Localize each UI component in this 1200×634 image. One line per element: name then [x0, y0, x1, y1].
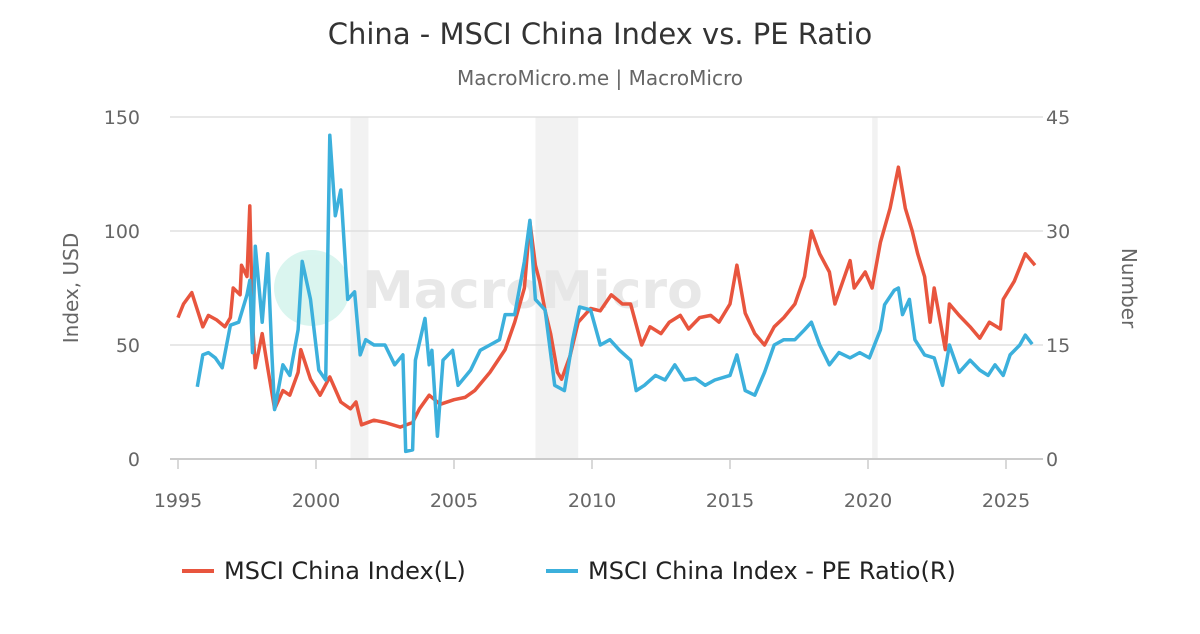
legend-label-pe: MSCI China Index - PE Ratio(R) [588, 557, 956, 585]
legend: MSCI China Index(L) MSCI China Index - P… [182, 557, 956, 585]
y-right-tick-label: 15 [1046, 335, 1070, 357]
chart-subtitle: MacroMicro.me | MacroMicro [457, 66, 743, 90]
axis-ticks: 0 50 100 150 0 15 30 45 1995 2000 2005 2010 2015 2020… [104, 107, 1070, 512]
y-left-tick-label: 150 [104, 107, 140, 129]
y-right-tick-label: 0 [1046, 449, 1058, 471]
x-tick-label: 2025 [982, 490, 1030, 512]
y-right-tick-label: 45 [1046, 107, 1070, 129]
y-left-tick-label: 50 [116, 335, 140, 357]
x-tick-label: 2000 [292, 490, 340, 512]
legend-item-index[interactable]: MSCI China Index(L) [182, 557, 466, 585]
recession-band [350, 117, 369, 459]
series-lines [176, 133, 1037, 454]
legend-item-pe[interactable]: MSCI China Index - PE Ratio(R) [546, 557, 956, 585]
x-tick-label: 2010 [568, 490, 616, 512]
x-tick-label: 1995 [154, 490, 202, 512]
y-left-tick-label: 0 [128, 449, 140, 471]
series-line-pe [195, 133, 1034, 454]
y-right-tick-label: 30 [1046, 221, 1070, 243]
legend-label-index: MSCI China Index(L) [224, 557, 466, 585]
y-left-label: Index, USD [59, 233, 83, 344]
y-right-label: Number [1117, 248, 1141, 329]
watermark-logo-icon [274, 250, 350, 326]
y-left-tick-label: 100 [104, 221, 140, 243]
recession-band [872, 117, 878, 459]
chart-title: China - MSCI China Index vs. PE Ratio [328, 17, 873, 51]
watermark: MacroMicro [274, 250, 703, 326]
x-tick-label: 2020 [844, 490, 892, 512]
x-tick-label: 2005 [430, 490, 478, 512]
x-tick-label: 2015 [706, 490, 754, 512]
